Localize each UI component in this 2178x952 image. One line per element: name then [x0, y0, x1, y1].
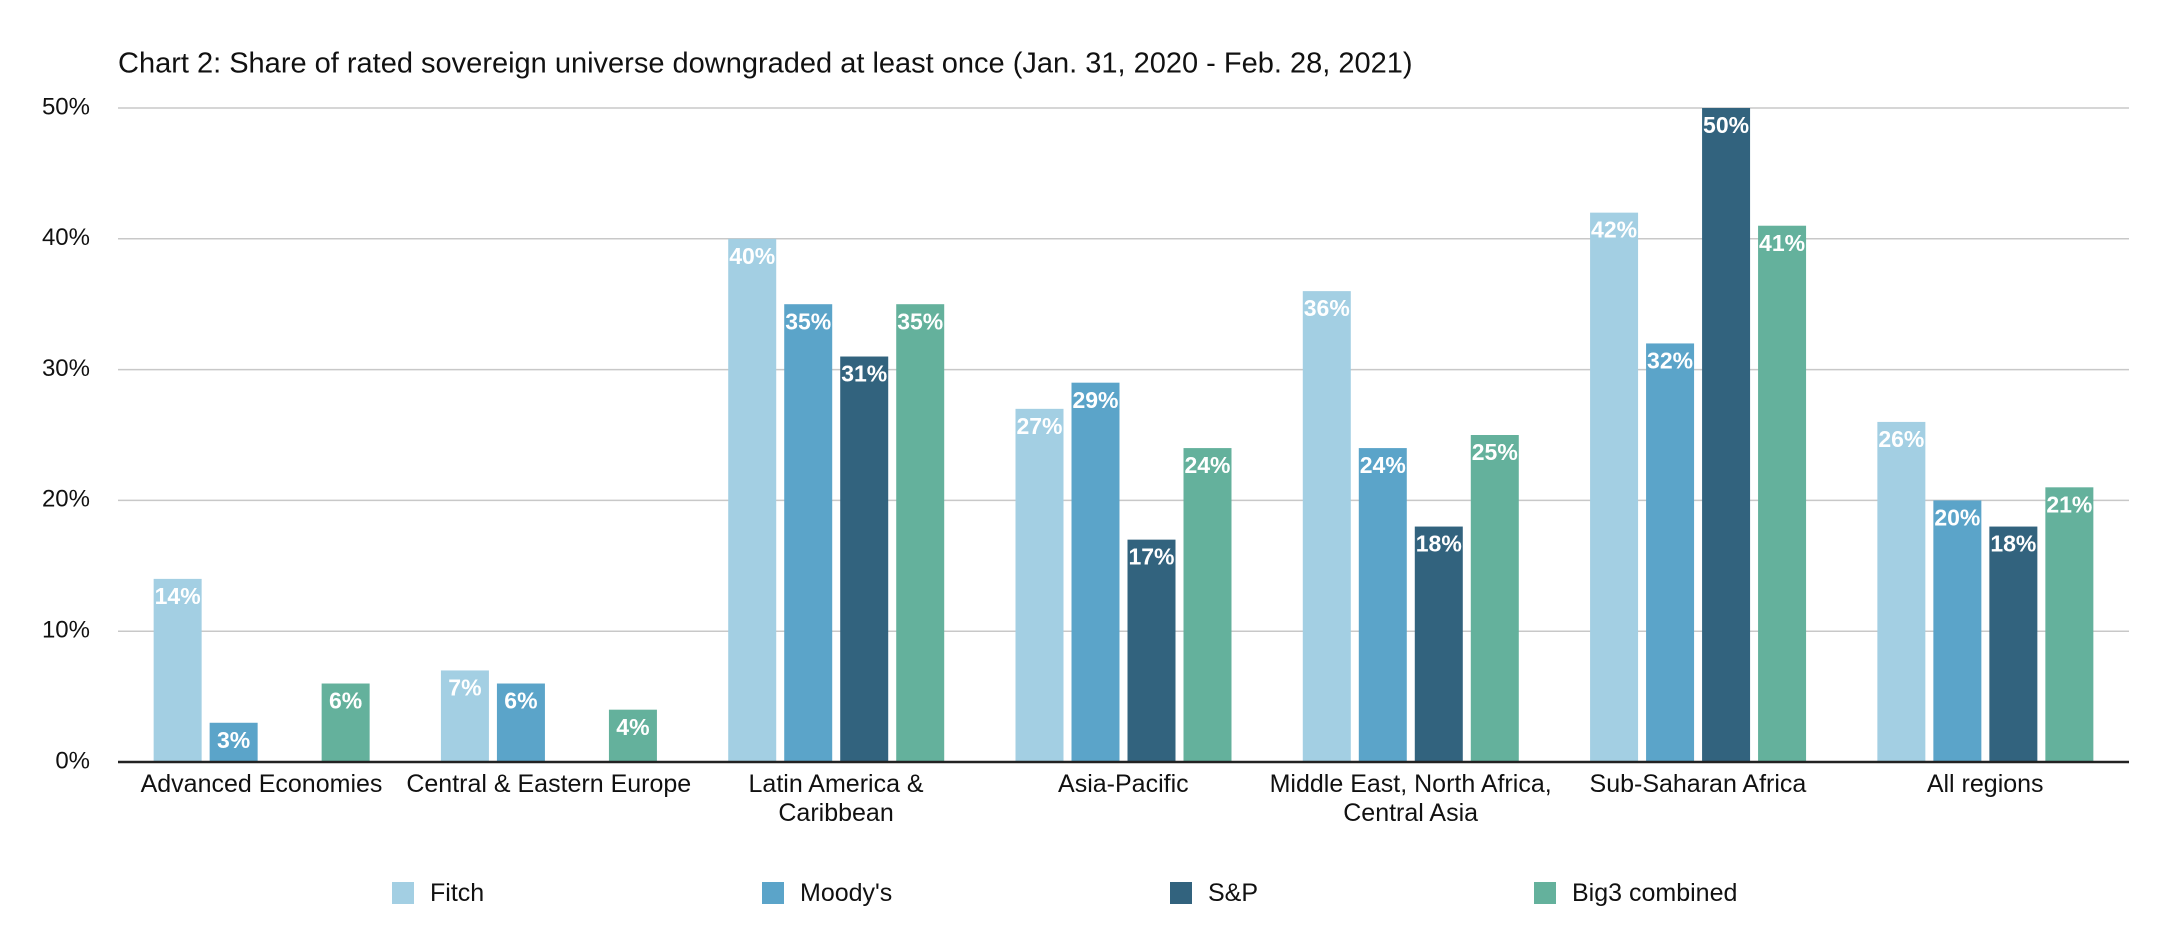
x-tick-label: Middle East, North Africa, Central Asia	[1269, 770, 1552, 827]
data-label: 26%	[1878, 426, 1924, 452]
data-label: 20%	[1934, 504, 1980, 530]
y-tick-label: 10%	[42, 617, 90, 644]
legend-label: Fitch	[430, 879, 485, 907]
bar	[440, 670, 489, 762]
bar	[1877, 421, 1926, 762]
data-label: 21%	[2046, 491, 2092, 517]
data-label: 18%	[1416, 531, 1462, 557]
data-label: 4%	[616, 714, 649, 740]
bar	[321, 683, 370, 762]
y-tick-label: 0%	[55, 747, 90, 774]
data-label: 42%	[1591, 217, 1637, 243]
legend-label: Moody's	[800, 879, 893, 907]
y-tick-label: 50%	[42, 93, 90, 120]
bar	[209, 722, 258, 762]
data-label: 3%	[217, 727, 250, 753]
data-label: 50%	[1703, 112, 1749, 138]
bar	[1590, 212, 1639, 762]
x-tick-label: Asia-Pacific	[1058, 770, 1189, 798]
y-tick-label: 40%	[42, 224, 90, 251]
bar	[1470, 435, 1519, 762]
bar	[1071, 382, 1120, 762]
bar	[784, 304, 833, 762]
legend-swatch	[1534, 882, 1556, 904]
bar	[153, 578, 202, 762]
bar	[1358, 448, 1407, 762]
y-tick-label: 20%	[42, 486, 90, 513]
x-tick-label: All regions	[1926, 770, 2044, 798]
bar	[1646, 343, 1695, 762]
bar	[1302, 291, 1351, 762]
x-tick-label: Advanced Economies	[140, 770, 383, 798]
data-label: 17%	[1128, 544, 1174, 570]
data-label: 6%	[329, 688, 362, 714]
chart-title: Chart 2: Share of rated sovereign univer…	[118, 48, 1413, 80]
data-label: 35%	[785, 308, 831, 334]
legend-swatch	[1170, 882, 1192, 904]
x-tick-label: Sub-Saharan Africa	[1589, 770, 1807, 798]
x-tick-label: Latin America & Caribbean	[748, 770, 924, 827]
legend-label: S&P	[1208, 879, 1259, 907]
bar	[1127, 539, 1176, 762]
data-label: 35%	[897, 308, 943, 334]
bar	[728, 238, 777, 763]
data-label: 41%	[1759, 230, 1805, 256]
data-label: 31%	[841, 361, 887, 387]
legend-swatch	[392, 882, 414, 904]
bar	[1989, 526, 2038, 762]
data-label: 14%	[155, 583, 201, 609]
bar	[608, 709, 657, 762]
bar	[840, 356, 889, 762]
bar	[1183, 448, 1232, 762]
bar	[896, 304, 945, 762]
bar	[1702, 108, 1751, 762]
data-label: 36%	[1304, 295, 1350, 321]
bar	[496, 683, 545, 762]
data-label: 24%	[1184, 452, 1230, 478]
bar	[2045, 487, 2094, 762]
data-label: 18%	[1990, 531, 2036, 557]
bar	[1758, 225, 1807, 763]
data-label: 6%	[504, 688, 537, 714]
bar	[1933, 500, 1982, 762]
data-label: 25%	[1472, 439, 1518, 465]
bar	[1015, 408, 1064, 762]
legend-label: Big3 combined	[1572, 879, 1738, 907]
bar	[1414, 526, 1463, 762]
data-label: 29%	[1072, 387, 1118, 413]
data-label: 27%	[1016, 413, 1062, 439]
y-tick-label: 30%	[42, 355, 90, 382]
legend-swatch	[762, 882, 784, 904]
data-label: 24%	[1360, 452, 1406, 478]
x-tick-label: Central & Eastern Europe	[406, 770, 692, 798]
data-label: 40%	[729, 243, 775, 269]
data-label: 32%	[1647, 348, 1693, 374]
data-label: 7%	[448, 675, 481, 701]
